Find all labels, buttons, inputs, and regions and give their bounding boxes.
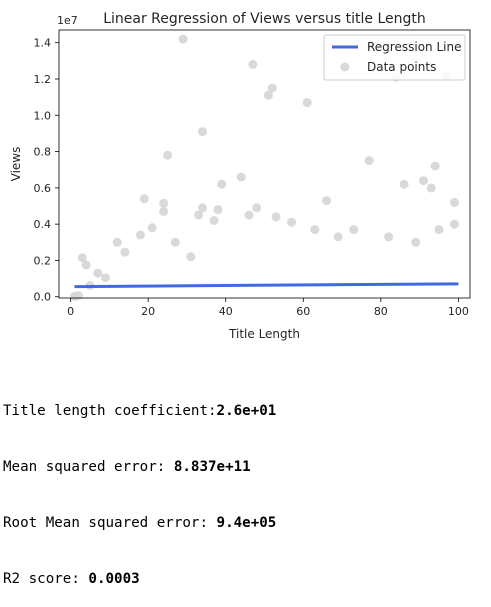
- data-point: [236, 172, 246, 182]
- y-tick-label: 0.2: [34, 254, 52, 267]
- data-point: [434, 225, 444, 235]
- x-tick-label: 20: [141, 305, 155, 318]
- data-point: [450, 219, 459, 229]
- legend: Regression Line Data points: [323, 34, 466, 81]
- x-tick-label: 40: [219, 305, 233, 318]
- output-label: Mean squared error:: [3, 458, 174, 475]
- data-point: [112, 237, 122, 247]
- output-line-rmse: Root Mean squared error: 9.4e+05: [3, 514, 276, 533]
- legend-marker-swatch: [340, 62, 350, 72]
- data-point: [411, 237, 421, 247]
- data-point: [252, 203, 262, 213]
- data-point: [198, 127, 207, 137]
- output-label: Title length coefficient:: [3, 403, 217, 420]
- y-tick-label: 0.0: [34, 291, 52, 304]
- chart-title: Linear Regression of Views versus title …: [103, 11, 426, 27]
- data-point: [302, 98, 312, 108]
- data-point: [244, 210, 254, 220]
- data-point: [248, 60, 258, 69]
- output-value: 8.837e+11: [173, 458, 251, 475]
- data-point: [120, 247, 130, 257]
- data-point: [399, 179, 409, 189]
- data-point: [194, 210, 204, 220]
- data-point: [310, 225, 320, 235]
- y-axis-label: Views: [9, 147, 23, 182]
- data-point: [73, 291, 83, 301]
- x-axis-ticks: 0 20 40 60 80 100: [67, 298, 469, 318]
- legend-box: [323, 34, 466, 81]
- data-point: [209, 216, 219, 225]
- data-point: [178, 34, 188, 44]
- y-tick-label: 0.4: [34, 218, 52, 231]
- x-tick-label: 0: [67, 305, 74, 318]
- chart-svg: 0 20 40 60 80 100 0.0 0.2 0.4 0.6 0.8 1.0 1.2 1.4 Li…: [9, 11, 471, 341]
- x-axis-label: Title Length: [228, 327, 300, 341]
- y-axis-ticks: 0.0 0.2 0.4 0.6 0.8 1.0 1.2 1.4: [34, 37, 59, 304]
- data-point: [163, 150, 173, 160]
- x-tick-label: 80: [374, 305, 388, 318]
- data-point: [213, 205, 223, 215]
- y-tick-label: 1.0: [34, 109, 52, 122]
- data-point: [364, 156, 374, 166]
- y-axis-scale-label: 1e7: [57, 14, 78, 27]
- output-line-r2: R2 score: 0.0003: [3, 570, 276, 589]
- plot-frame: [58, 29, 471, 299]
- regression-line-layer: [74, 282, 459, 289]
- data-point: [135, 230, 145, 240]
- data-point: [81, 260, 91, 270]
- y-tick-label: 1.2: [34, 73, 52, 86]
- data-point: [419, 176, 428, 186]
- data-point: [450, 197, 459, 207]
- data-point: [322, 196, 331, 206]
- output-value: 0.0003: [88, 570, 140, 587]
- data-point: [430, 161, 440, 171]
- data-point: [263, 90, 273, 100]
- regression-chart: 0 20 40 60 80 100 0.0 0.2 0.4 0.6 0.8 1.0 1.2 1.4 Li…: [9, 11, 471, 341]
- regression-metrics-output: Title length coefficient:2.6e+01 Mean sq…: [3, 365, 276, 607]
- data-point: [384, 232, 394, 242]
- data-point: [349, 225, 359, 235]
- y-tick-label: 0.6: [34, 182, 52, 195]
- data-point: [333, 232, 343, 242]
- output-label: Root Mean squared error:: [3, 514, 217, 531]
- output-label: R2 score:: [3, 570, 89, 587]
- x-tick-label: 100: [448, 305, 469, 318]
- data-point: [170, 237, 180, 247]
- data-point: [101, 273, 110, 283]
- data-point: [267, 83, 277, 93]
- output-line-coefficient: Title length coefficient:2.6e+01: [3, 402, 276, 421]
- data-point: [198, 203, 207, 213]
- y-tick-label: 1.4: [34, 37, 52, 50]
- x-tick-label: 60: [296, 305, 310, 318]
- data-point: [271, 212, 281, 222]
- data-point: [426, 183, 436, 193]
- data-point: [159, 198, 169, 208]
- output-line-mse: Mean squared error: 8.837e+11: [3, 458, 276, 477]
- y-tick-label: 0.8: [34, 146, 52, 159]
- output-value: 9.4e+05: [216, 514, 277, 531]
- data-point: [217, 179, 227, 189]
- data-point: [287, 217, 297, 227]
- legend-label-data-points: Data points: [367, 60, 436, 74]
- data-point: [159, 206, 169, 216]
- data-point: [139, 194, 149, 204]
- data-point: [93, 268, 103, 278]
- data-point: [186, 252, 196, 262]
- regression-line: [74, 282, 459, 289]
- data-point: [147, 223, 157, 233]
- output-value: 2.6e+01: [216, 403, 277, 420]
- data-point: [77, 253, 87, 263]
- legend-label-regression-line: Regression Line: [367, 40, 461, 54]
